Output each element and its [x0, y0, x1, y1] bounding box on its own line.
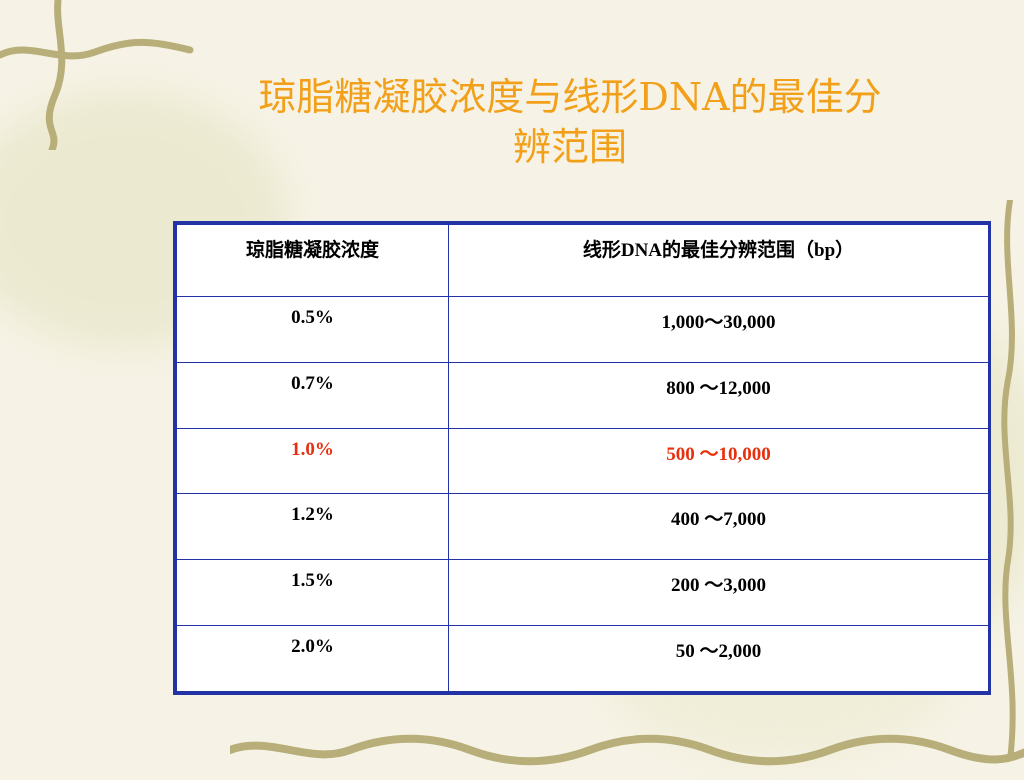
cell-concentration: 0.7%: [176, 361, 449, 429]
table-header-row: 琼脂糖凝胶浓度 线形DNA的最佳分辨范围（bp）: [176, 224, 989, 297]
cell-concentration: 0.5%: [176, 296, 449, 363]
cell-range: 50 ～2,000: [448, 625, 989, 692]
cell-concentration: 1.0%: [176, 427, 449, 495]
cell-range: 400 ～7,000: [448, 493, 989, 561]
slide-title-line-2: 辨范围: [512, 125, 627, 169]
header-range: 线形DNA的最佳分辨范围（bp）: [448, 224, 989, 297]
vine-border-icon: [1001, 200, 1016, 760]
slide-title: 琼脂糖凝胶浓度与线形DNA的最佳分 辨范围: [150, 72, 990, 172]
vine-border-icon: [230, 734, 1024, 766]
cell-range: 800 ～12,000: [448, 361, 989, 429]
cell-range: 200 ～3,000: [448, 559, 989, 627]
slide-title-line-1: 琼脂糖凝胶浓度与线形DNA的最佳分: [258, 75, 882, 119]
cell-range: 1,000～30,000: [448, 296, 989, 363]
cell-range: 500 ～10,000: [448, 427, 989, 495]
vine-border-icon: [0, 0, 194, 150]
table-row: 0.5% 1,000～30,000: [176, 296, 989, 363]
resolution-table-grid: 琼脂糖凝胶浓度 线形DNA的最佳分辨范围（bp） 0.5% 1,000～30,0…: [176, 224, 989, 692]
header-concentration: 琼脂糖凝胶浓度: [176, 224, 449, 297]
table-row-highlighted: 1.0% 500 ～10,000: [176, 427, 989, 495]
cell-concentration: 1.2%: [176, 493, 449, 561]
resolution-table: 琼脂糖凝胶浓度 线形DNA的最佳分辨范围（bp） 0.5% 1,000～30,0…: [173, 221, 991, 695]
table-row: 1.5% 200 ～3,000: [176, 559, 989, 627]
table-row: 1.2% 400 ～7,000: [176, 493, 989, 561]
cell-concentration: 2.0%: [176, 625, 449, 692]
table-row: 0.7% 800 ～12,000: [176, 361, 989, 429]
table-row: 2.0% 50 ～2,000: [176, 625, 989, 692]
cell-concentration: 1.5%: [176, 559, 449, 627]
